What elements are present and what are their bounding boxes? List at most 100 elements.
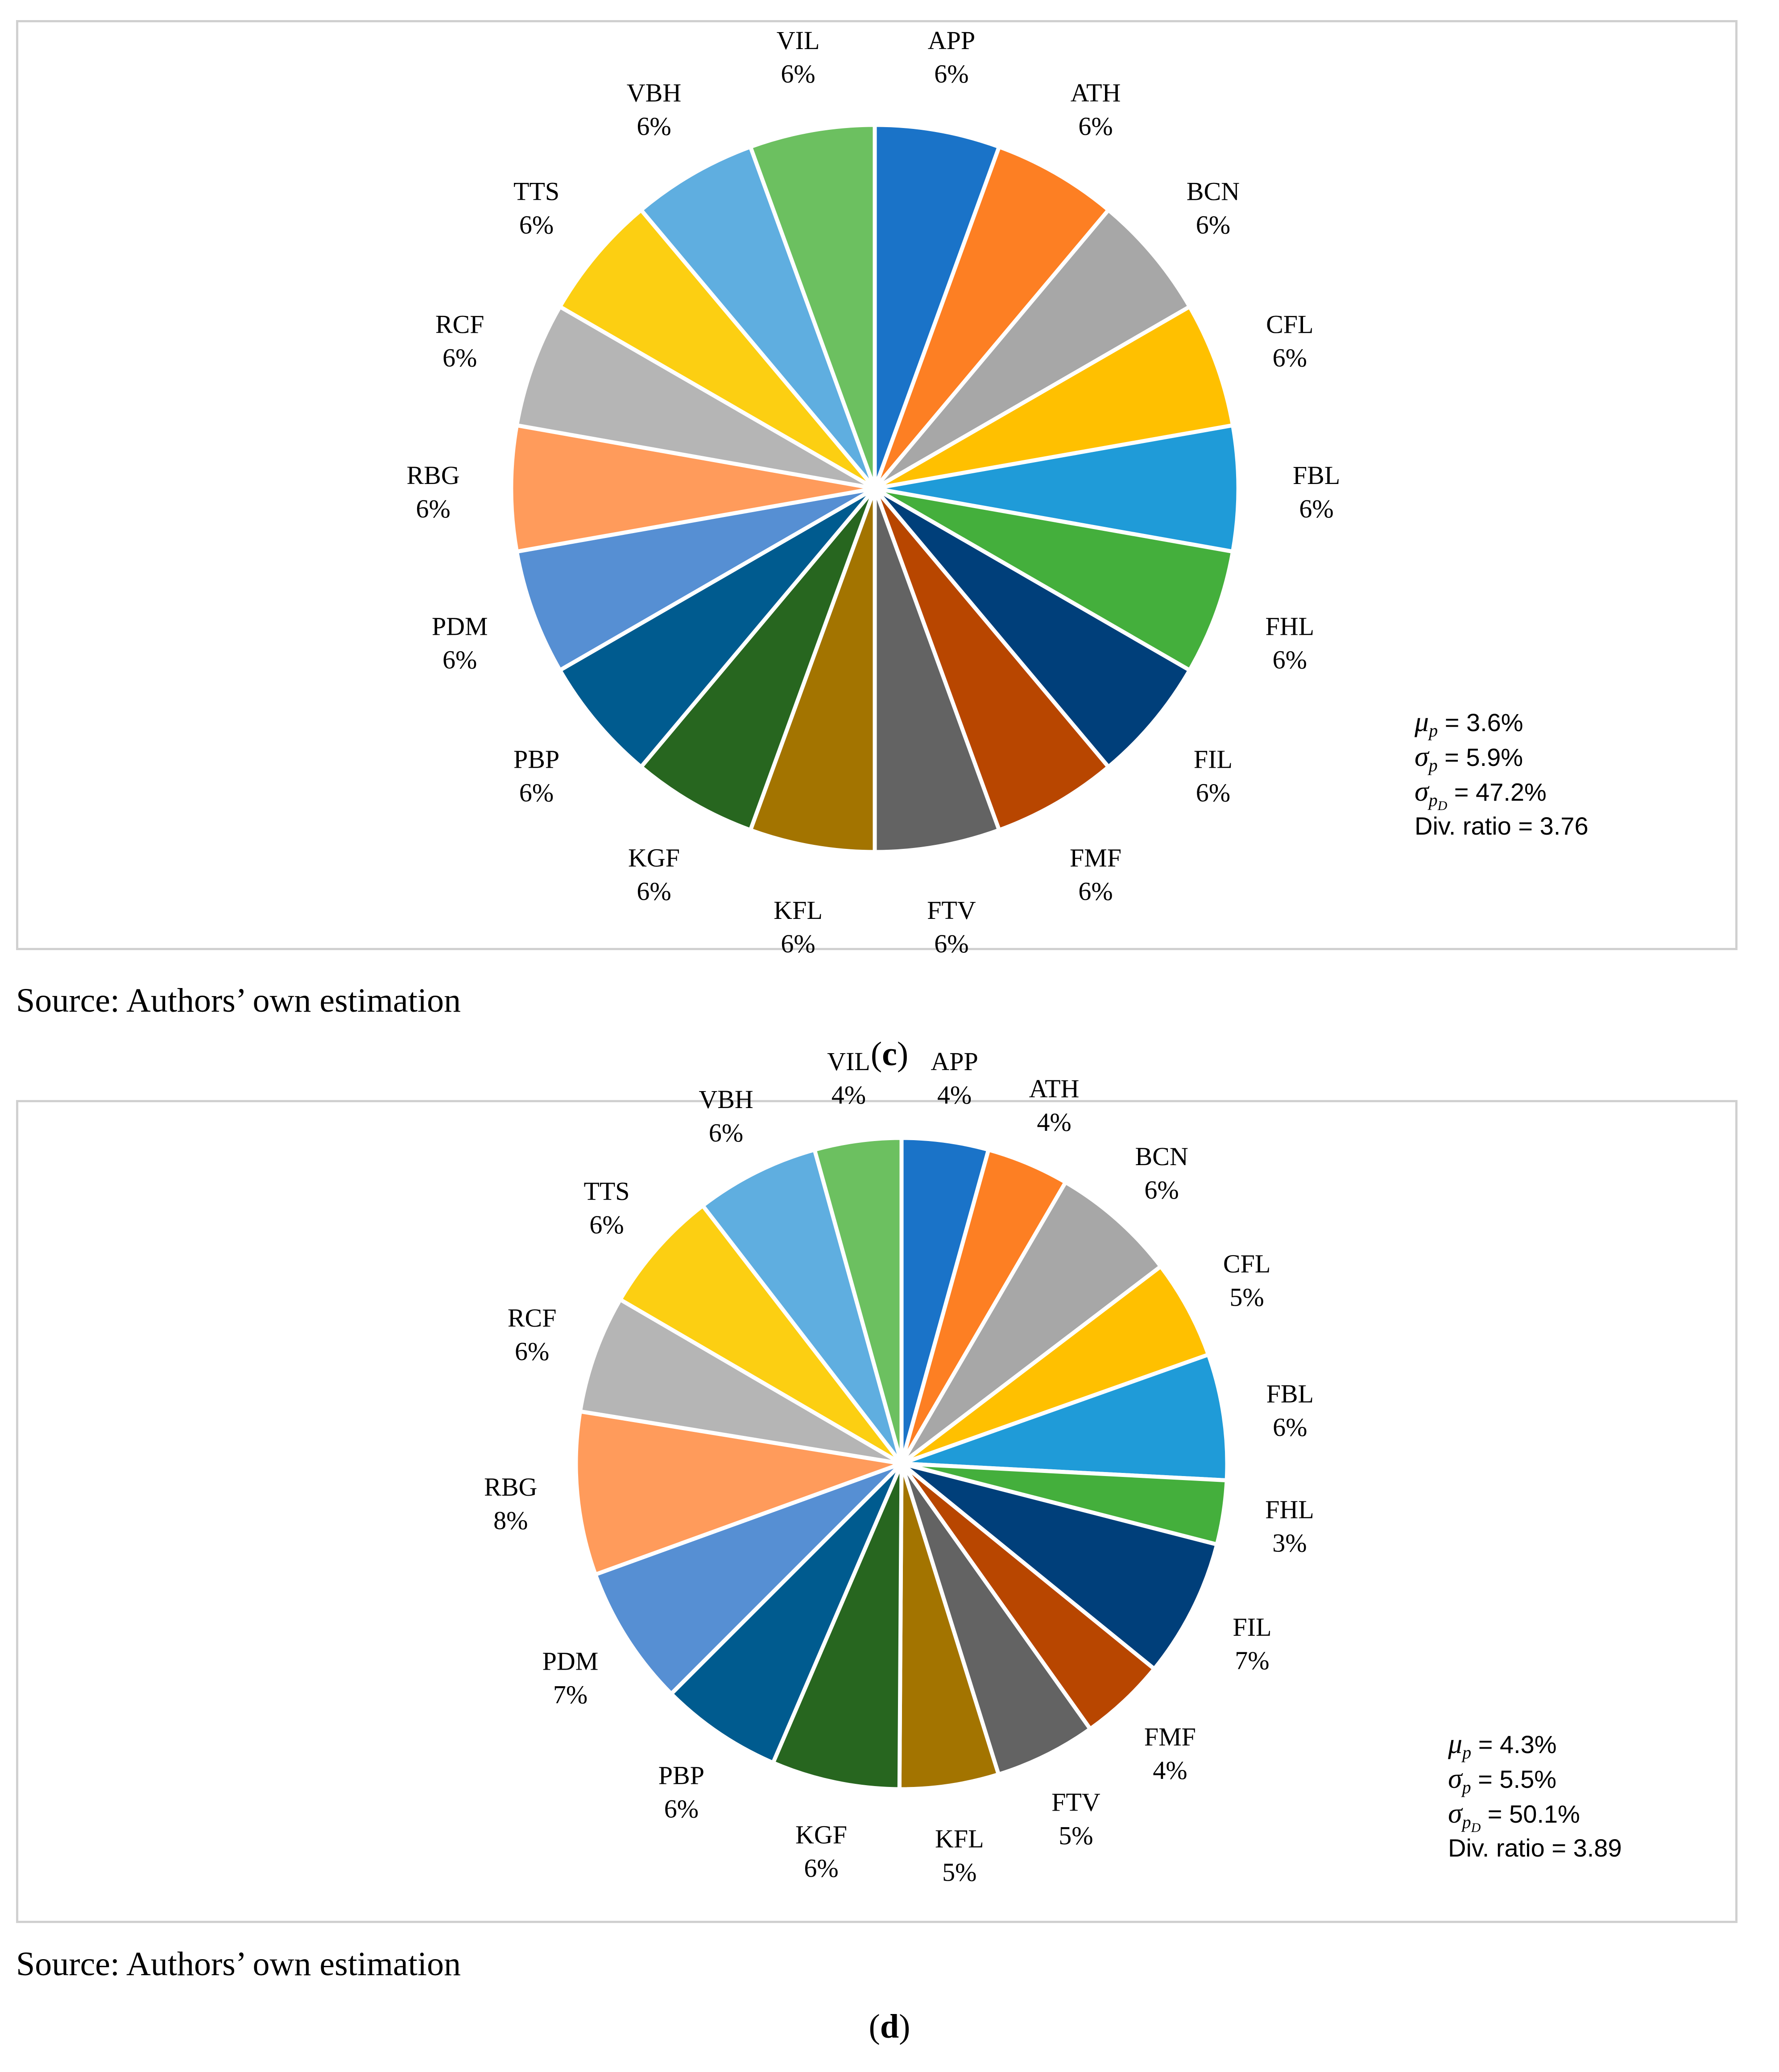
stat-sigma-d-c: σpD = 47.2%	[1415, 775, 1547, 814]
pie-slice-bcn	[873, 208, 1192, 491]
slice-percent-cfl: 6%	[1273, 343, 1307, 372]
caption-d: (d)	[869, 2008, 910, 2045]
slice-label-fmf: FMF	[1070, 843, 1121, 872]
slice-percent-cfl: 5%	[1229, 1282, 1264, 1311]
pie-center	[866, 480, 884, 497]
slice-percent-app: 6%	[934, 59, 968, 88]
slice-percent-vbh: 6%	[637, 112, 671, 141]
slice-percent-pdm: 7%	[553, 1680, 587, 1709]
slice-percent-fmf: 6%	[1078, 877, 1113, 906]
slice-percent-kgf: 6%	[804, 1853, 838, 1882]
slice-percent-fhl: 3%	[1272, 1529, 1307, 1558]
slice-label-kgf: KGF	[628, 843, 680, 872]
slice-label-fil: FIL	[1194, 744, 1233, 773]
slice-percent-fil: 7%	[1235, 1646, 1269, 1675]
slice-percent-vil: 4%	[832, 1080, 866, 1109]
slice-percent-pbp: 6%	[664, 1795, 699, 1824]
slice-label-tts: TTS	[583, 1177, 629, 1206]
slice-label-rbg: RBG	[406, 461, 459, 490]
slice-label-pdm: PDM	[542, 1646, 599, 1675]
slice-percent-pdm: 6%	[443, 645, 477, 674]
slice-percent-fbl: 6%	[1273, 1413, 1307, 1442]
slice-label-fhl: FHL	[1266, 612, 1315, 641]
slice-label-app: APP	[931, 1047, 978, 1076]
slice-percent-fbl: 6%	[1299, 494, 1333, 523]
slice-label-rcf: RCF	[508, 1303, 557, 1332]
slice-percent-rbg: 6%	[416, 494, 450, 523]
stat-sigma-d-d: σpD = 50.1%	[1448, 1797, 1580, 1836]
pie-slice-pdm	[514, 486, 877, 672]
slice-label-fbl: FBL	[1266, 1379, 1314, 1408]
stat-div-ratio-c: Div. ratio = 3.76	[1415, 812, 1589, 840]
stat-div-ratio-d: Div. ratio = 3.89	[1448, 1834, 1622, 1862]
pie-slice-fhl	[873, 486, 1235, 672]
pie-slice-pbp	[669, 1461, 904, 1765]
slice-label-fbl: FBL	[1293, 461, 1340, 490]
slice-label-fil: FIL	[1233, 1613, 1271, 1642]
pie-slice-bcn	[899, 1180, 1163, 1466]
pie-slice-ath	[873, 145, 1111, 491]
slice-percent-fil: 6%	[1196, 778, 1230, 807]
slice-percent-rbg: 8%	[493, 1506, 528, 1535]
slice-percent-tts: 6%	[589, 1210, 624, 1239]
pie-slice-vbh	[639, 145, 877, 491]
slice-label-ath: ATH	[1029, 1074, 1080, 1103]
slice-percent-app: 4%	[937, 1080, 972, 1109]
slice-percent-bcn: 6%	[1144, 1175, 1179, 1204]
pie-slice-kfl	[897, 1461, 1001, 1791]
pie-slice-tts	[558, 208, 877, 491]
slice-percent-kfl: 5%	[942, 1857, 976, 1886]
slice-label-vil: VIL	[827, 1047, 870, 1076]
pie-chart-d: APP 4% ATH 4% BCN 6% CFL 5% FBL 6% FHL 3% FIL 7% FMF 4%…	[484, 1047, 1314, 1886]
slice-label-tts: TTS	[513, 177, 559, 206]
pie-center	[893, 1455, 910, 1472]
pie-slice-pbp	[558, 486, 877, 769]
slice-percent-rcf: 6%	[515, 1337, 549, 1366]
slice-percent-tts: 6%	[519, 211, 554, 240]
slice-percent-pbp: 6%	[519, 778, 554, 807]
pie-slice-rbg	[509, 423, 877, 554]
stat-mean-d: μp = 4.3%	[1448, 1728, 1557, 1763]
slice-percent-fhl: 6%	[1273, 645, 1307, 674]
slice-label-kfl: KFL	[774, 896, 823, 925]
slice-label-app: APP	[928, 26, 975, 55]
slice-label-bcn: BCN	[1187, 177, 1240, 206]
chart-panel-c: APP 6% ATH 6% BCN 6% CFL 6% FBL 6% FHL 6% FIL 6% FMF 6%…	[16, 20, 1738, 958]
slice-label-pbp: PBP	[658, 1761, 704, 1790]
chart-panel-d: APP 4% ATH 4% BCN 6% CFL 5% FBL 6% FHL 3% FIL 7% FMF 4%…	[16, 1047, 1738, 1923]
slice-label-vbh: VBH	[699, 1085, 753, 1114]
stats-box-d: μp = 4.3% σp = 5.5% σpD = 50.1% Div. rat…	[1448, 1727, 1622, 1865]
slice-percent-ath: 6%	[1078, 112, 1113, 141]
source-note-d: Source: Authors’ own estimation	[16, 1945, 461, 1983]
pie-slice-vbh	[700, 1148, 904, 1466]
stat-sigma-d: σp = 5.5%	[1448, 1762, 1557, 1798]
source-note-c: Source: Authors’ own estimation	[16, 982, 461, 1019]
pie-slice-vil	[748, 123, 877, 491]
slice-label-vil: VIL	[777, 26, 820, 55]
caption-c: (c)	[870, 1035, 909, 1073]
pie-slice-fbl	[873, 423, 1241, 554]
slice-label-kfl: KFL	[935, 1824, 984, 1853]
pie-slice-rcf	[578, 1297, 904, 1466]
pie-slice-vil	[812, 1136, 904, 1466]
pie-slice-rcf	[514, 305, 877, 491]
slice-label-pbp: PBP	[513, 744, 559, 773]
stat-sigma-c: σp = 5.9%	[1415, 740, 1523, 776]
slice-percent-vil: 6%	[781, 59, 815, 88]
pie-slice-pdm	[593, 1461, 904, 1696]
slice-label-bcn: BCN	[1135, 1142, 1188, 1171]
pie-chart-c: APP 6% ATH 6% BCN 6% CFL 6% FBL 6% FHL 6% FIL 6% FMF 6%…	[406, 26, 1340, 958]
pie-slice-tts	[618, 1203, 904, 1466]
slice-label-fhl: FHL	[1265, 1495, 1314, 1524]
slice-percent-fmf: 4%	[1153, 1756, 1187, 1785]
slice-label-ftv: FTV	[1051, 1787, 1100, 1816]
slice-label-rcf: RCF	[435, 310, 484, 339]
slice-percent-ftv: 5%	[1059, 1821, 1093, 1850]
stats-box-c: μp = 3.6% σp = 5.9% σpD = 47.2% Div. rat…	[1415, 705, 1589, 843]
pie-slice-fmf	[873, 486, 1111, 832]
pie-slice-kgf	[639, 486, 877, 832]
slice-percent-ftv: 6%	[934, 929, 968, 958]
slice-percent-kfl: 6%	[781, 929, 815, 958]
pie-slice-fil	[873, 486, 1192, 769]
slice-percent-rcf: 6%	[443, 343, 477, 372]
